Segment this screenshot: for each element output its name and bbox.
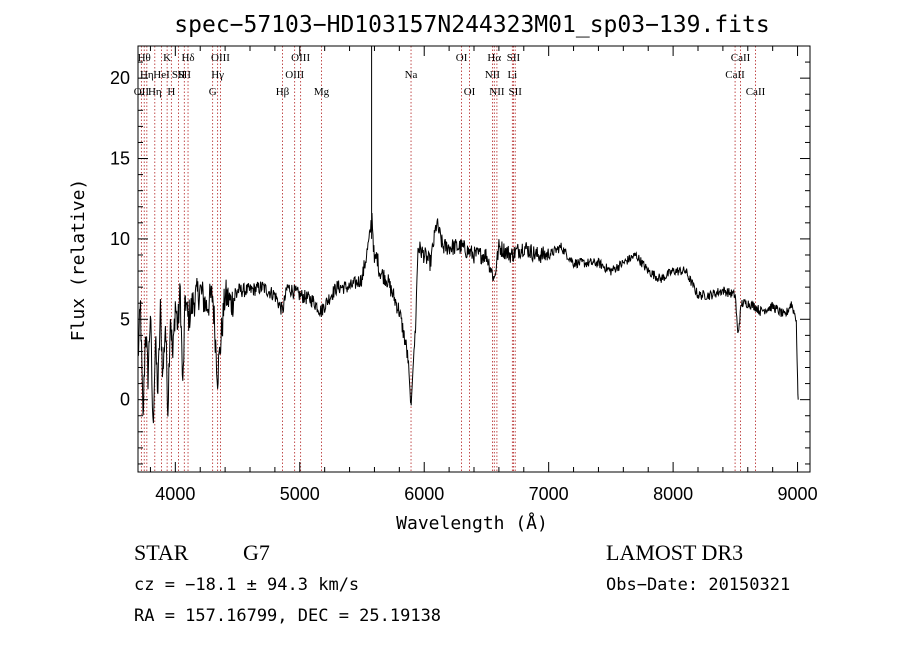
y-tick-label: 20 [110, 68, 130, 88]
spectral-line-label: HeI [153, 69, 170, 81]
spectral-line-label: CaII [731, 52, 751, 64]
spectral-line-label: Mg [314, 86, 330, 98]
spectral-line-label: NII [489, 86, 505, 98]
x-tick-label: 9000 [778, 484, 818, 504]
y-tick-label: 15 [110, 149, 130, 169]
x-axis-label: Wavelength (Å) [396, 512, 548, 534]
spectral-line-label: OIII [211, 52, 230, 64]
chart-title: spec−57103−HD103157N244323M01_sp03−139.f… [174, 12, 769, 38]
spectrum-series-line [137, 46, 799, 424]
spectral-line-label: CaII [725, 69, 745, 81]
spectral-line-label: OI [464, 86, 476, 98]
spectral-line-label: K [163, 52, 171, 64]
spectral-line-label: CaII [746, 86, 766, 98]
spectral-line-label: Hγ [211, 69, 224, 81]
x-tick-label: 4000 [155, 484, 195, 504]
spectral-line-label: G [209, 86, 217, 98]
y-axis-label: Flux (relative) [68, 179, 89, 342]
spectral-line-label: H [167, 86, 175, 98]
spectral-line-label: SII [172, 69, 186, 81]
spectral-line-label: Hη [148, 86, 162, 98]
x-tick-label: 7000 [529, 484, 569, 504]
spectral-line-label: Hβ [276, 86, 290, 98]
coordinates: RA = 157.16799, DEC = 25.19138 [134, 606, 441, 626]
spectral-line-label: NII [485, 69, 501, 81]
spectral-line-label: Hθ [138, 52, 151, 64]
spectral-line-labels: OIIHθHηHηHeIKHSIISIIHδGHγOIIIHβOIIIOIIIM… [134, 52, 766, 98]
spectral-subclass: G7 [243, 540, 270, 565]
x-tick-label: 8000 [653, 484, 693, 504]
spectral-line-label: SII [178, 69, 192, 81]
spectral-line-label: Hη [140, 69, 154, 81]
spectral-line-label: OI [456, 52, 468, 64]
x-tick-label: 5000 [280, 484, 320, 504]
spectral-line-label: SII [508, 86, 522, 98]
x-axis-ticks: 4000 5000 6000 7000 8000 9000 [149, 46, 818, 504]
redshift-cz: cz = −18.1 ± 94.3 km/s [134, 575, 359, 595]
spectral-line-label: OIII [285, 69, 304, 81]
spectral-line-label: Na [405, 69, 418, 81]
object-class: STAR [134, 540, 189, 565]
spectral-line-label: Hδ [181, 52, 194, 64]
y-tick-label: 0 [120, 390, 130, 410]
observation-date: Obs−Date: 20150321 [606, 575, 790, 595]
y-tick-label: 10 [110, 229, 130, 249]
spectral-line-label: Li [507, 69, 517, 81]
survey-name: LAMOST DR3 [606, 540, 743, 565]
spectral-line-label: OIII [291, 52, 310, 64]
spectral-line-label: Hα [487, 52, 501, 64]
y-axis-ticks: 0 5 10 15 20 [110, 61, 810, 465]
y-tick-label: 5 [120, 309, 130, 329]
spectral-line-label: SII [507, 52, 521, 64]
x-tick-label: 6000 [404, 484, 444, 504]
spectral-line-markers [140, 46, 756, 472]
